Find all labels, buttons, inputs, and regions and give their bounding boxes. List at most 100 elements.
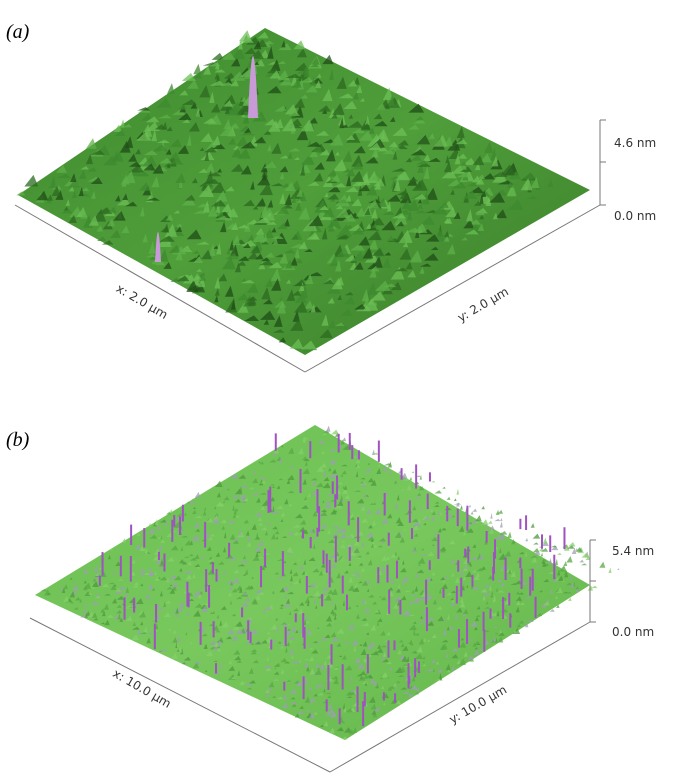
texture-peak bbox=[499, 530, 508, 535]
x-axis bbox=[29, 617, 331, 773]
texture-peak bbox=[84, 591, 91, 596]
texture-peak bbox=[95, 573, 100, 577]
texture-peak bbox=[378, 537, 386, 542]
texture-peak bbox=[381, 500, 385, 505]
texture-peak bbox=[80, 187, 90, 192]
texture-peak bbox=[357, 183, 363, 196]
texture-peak bbox=[218, 273, 228, 282]
texture-peak bbox=[191, 534, 200, 541]
texture-peak bbox=[285, 279, 291, 284]
texture-peak bbox=[467, 561, 472, 566]
texture-peak bbox=[446, 496, 451, 500]
texture-peak bbox=[387, 194, 401, 202]
texture-peak bbox=[322, 207, 335, 218]
texture-peak bbox=[217, 168, 222, 173]
texture-peak bbox=[311, 56, 320, 65]
texture-peak bbox=[480, 588, 488, 593]
texture-peak bbox=[238, 30, 252, 42]
texture-peak bbox=[340, 494, 343, 501]
texture-peak bbox=[435, 661, 440, 665]
texture-peak bbox=[272, 329, 285, 333]
texture-peak bbox=[250, 180, 255, 190]
texture-peak bbox=[325, 615, 332, 622]
texture-peak bbox=[321, 523, 327, 529]
texture-peak bbox=[355, 613, 360, 619]
texture-peak bbox=[135, 598, 144, 604]
texture-peak bbox=[157, 114, 172, 119]
texture-peak bbox=[273, 572, 280, 575]
texture-peak bbox=[372, 256, 383, 268]
texture-peak bbox=[230, 637, 239, 639]
texture-peak bbox=[301, 65, 309, 75]
texture-peak bbox=[328, 320, 336, 329]
texture-peak bbox=[238, 256, 250, 261]
texture-peak bbox=[185, 632, 188, 636]
texture-peak bbox=[549, 609, 555, 612]
texture-peak bbox=[451, 515, 455, 518]
texture-peak bbox=[277, 60, 286, 65]
texture-peak bbox=[454, 613, 458, 619]
texture-peak bbox=[540, 552, 544, 557]
texture-peak bbox=[298, 566, 305, 570]
texture-peak bbox=[255, 216, 271, 224]
texture-peak bbox=[171, 652, 178, 659]
texture-peak bbox=[91, 191, 96, 199]
texture-peak bbox=[382, 651, 387, 657]
texture-peak bbox=[344, 727, 352, 733]
texture-peak bbox=[253, 61, 260, 65]
texture-peak bbox=[159, 576, 168, 581]
texture-peak bbox=[261, 171, 267, 181]
texture-peak bbox=[171, 581, 179, 588]
texture-peak bbox=[308, 668, 316, 675]
texture-peak bbox=[185, 574, 192, 580]
texture-peak bbox=[476, 571, 480, 578]
texture-peak bbox=[263, 319, 269, 325]
texture-peak bbox=[315, 662, 320, 668]
texture-peak bbox=[300, 340, 317, 350]
texture-peak bbox=[194, 554, 200, 560]
texture-peak bbox=[294, 670, 298, 672]
texture-peak bbox=[534, 550, 541, 555]
texture-peak bbox=[496, 590, 505, 593]
texture-peak bbox=[289, 648, 295, 655]
texture-peak bbox=[442, 628, 447, 636]
texture-peak bbox=[381, 210, 396, 216]
texture-peak bbox=[139, 611, 146, 618]
texture-peak bbox=[470, 620, 478, 627]
texture-peak bbox=[152, 164, 164, 174]
texture-peak bbox=[221, 203, 232, 213]
texture-peak bbox=[532, 533, 541, 539]
texture-peak bbox=[451, 664, 455, 671]
texture-peak bbox=[242, 574, 247, 576]
texture-peak bbox=[255, 551, 259, 557]
texture-peak bbox=[414, 691, 419, 695]
x-axis-label: x: 10.0 µm bbox=[110, 666, 173, 711]
texture-peak bbox=[417, 564, 421, 566]
texture-peak bbox=[367, 230, 382, 241]
texture-peak bbox=[138, 568, 146, 573]
texture-peak bbox=[365, 551, 370, 555]
texture-peak bbox=[367, 524, 373, 529]
texture-peak bbox=[349, 689, 356, 693]
texture-peak bbox=[568, 542, 576, 547]
texture-peak bbox=[143, 626, 148, 633]
texture-peak bbox=[457, 162, 468, 170]
texture-peak bbox=[234, 488, 243, 495]
texture-peak bbox=[303, 618, 306, 625]
texture-peak bbox=[158, 157, 172, 164]
texture-peak bbox=[468, 504, 471, 508]
texture-peak bbox=[477, 223, 485, 232]
texture-peak bbox=[90, 177, 103, 185]
texture-peak bbox=[399, 188, 409, 200]
texture-peak bbox=[360, 648, 367, 655]
texture-peak bbox=[456, 153, 468, 159]
texture-peak bbox=[275, 536, 279, 540]
texture-peak bbox=[336, 572, 341, 579]
texture-peak bbox=[408, 177, 418, 182]
texture-peak bbox=[397, 675, 405, 677]
texture-peak bbox=[358, 130, 374, 141]
texture-peak bbox=[359, 675, 363, 679]
texture-peak bbox=[410, 154, 422, 161]
texture-peak bbox=[227, 591, 232, 597]
texture-peak bbox=[166, 240, 172, 244]
